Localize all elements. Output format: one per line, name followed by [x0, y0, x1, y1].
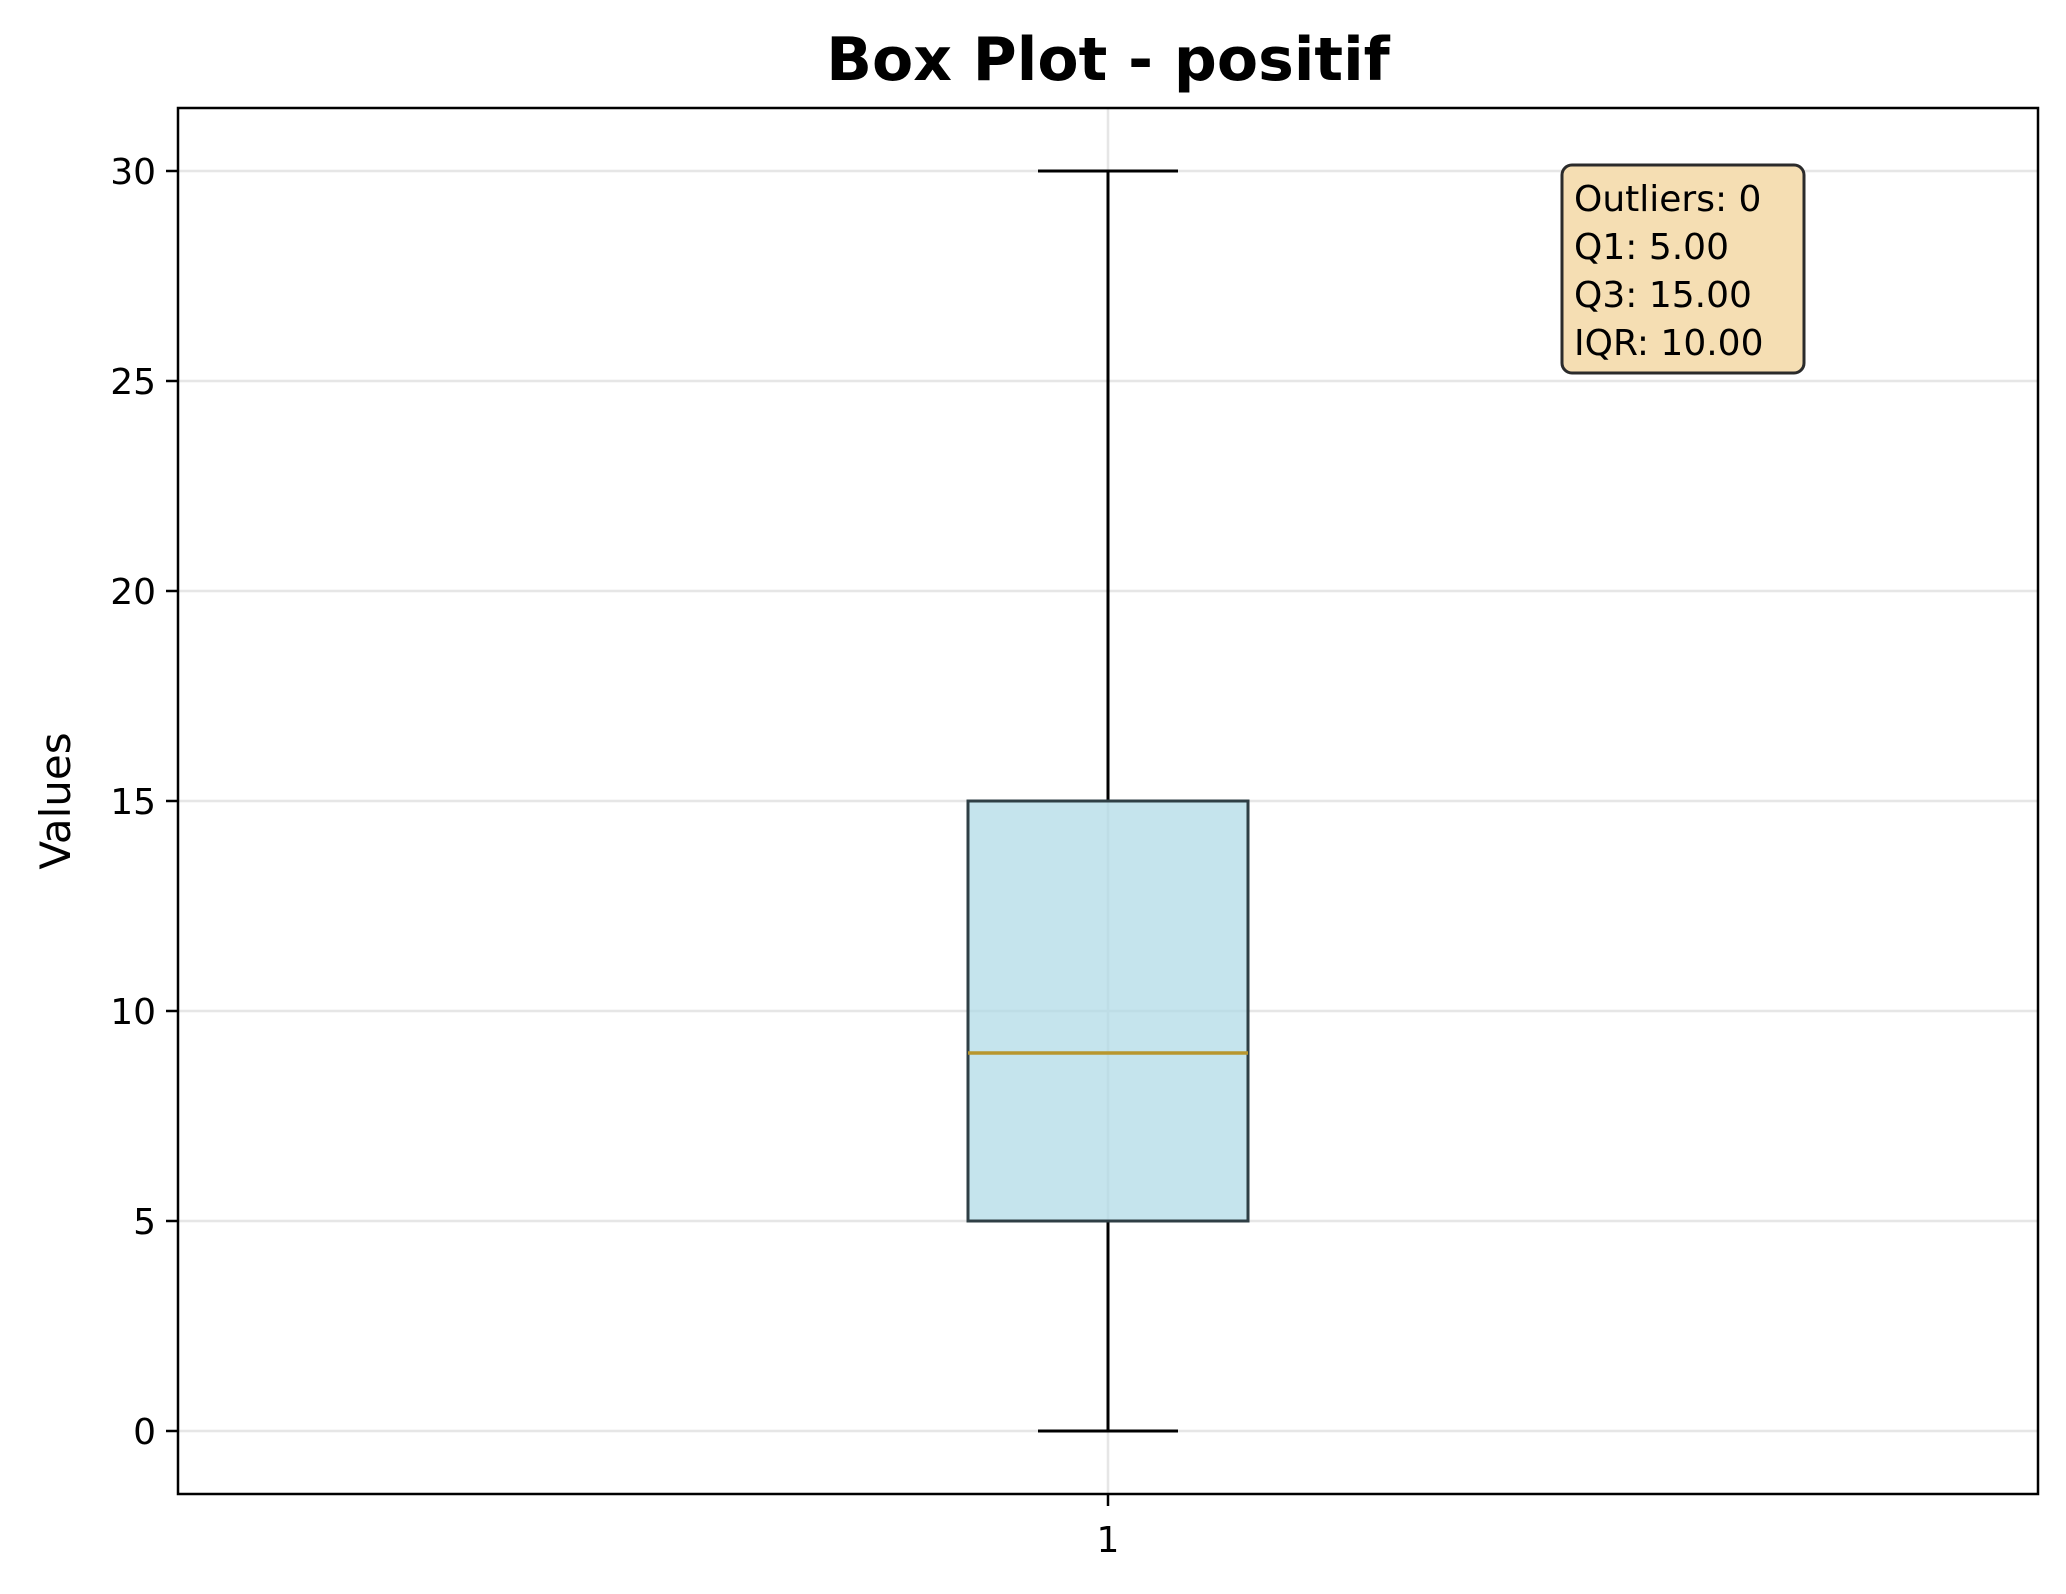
annotation-box: [1560, 163, 1806, 375]
x-axis: 1: [1097, 1494, 1120, 1561]
y-tick-label: 20: [110, 572, 156, 613]
y-axis: 0 5 10 15 20 25 30: [110, 152, 178, 1453]
y-tick-label: 25: [110, 362, 156, 403]
y-tick-label: 5: [133, 1202, 156, 1243]
y-tick-label: 0: [133, 1412, 156, 1453]
y-axis-label: Values: [31, 732, 80, 869]
plot-area: [966, 169, 1250, 1433]
stats-annotation: Outliers: 0 Q1: 5.00 Q3: 15.00 IQR: 10.00: [1560, 163, 1806, 375]
x-tick-label: 1: [1097, 1520, 1120, 1561]
iqr-box: [966, 799, 1250, 1223]
y-tick-label: 15: [110, 782, 156, 823]
y-tick-label: 30: [110, 152, 156, 193]
annotation-line: Q3: 15.00: [1574, 275, 1752, 316]
y-tick-label: 10: [110, 992, 156, 1033]
annotation-line: Q1: 5.00: [1574, 227, 1729, 268]
annotation-line: Outliers: 0: [1574, 179, 1761, 220]
annotation-line: IQR: 10.00: [1574, 323, 1764, 364]
chart-title: Box Plot - positif: [826, 25, 1390, 95]
